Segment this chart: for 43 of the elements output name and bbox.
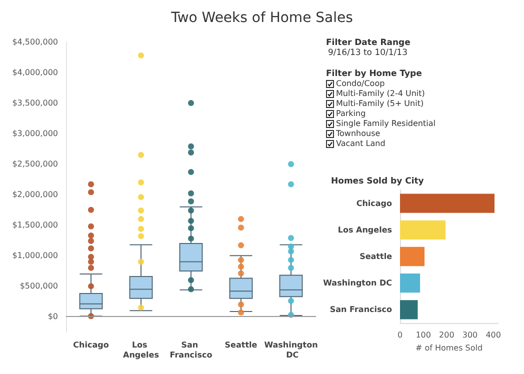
text: Condo/Coop — [336, 79, 385, 89]
text: Filter by Home Type — [326, 69, 423, 79]
x-tick-label: Los Angeles — [123, 340, 160, 360]
y-tick-label: San Francisco — [330, 305, 392, 314]
x-tick-label: Seattle — [224, 340, 258, 350]
y-tick-label: $1,500,000 — [12, 220, 58, 230]
text: Filter Date Range — [326, 38, 412, 48]
chart-title: Homes Sold by City — [331, 176, 424, 186]
x-tick-label: 200 — [439, 330, 454, 340]
x-tick-label: Washington DC — [264, 340, 318, 360]
y-tick-label: $4,000,000 — [12, 68, 58, 78]
bar — [400, 194, 494, 213]
y-tick-label: Seattle — [360, 252, 393, 261]
bar — [400, 300, 418, 320]
y-tick-label: Chicago — [356, 198, 393, 208]
x-tick-label: 300 — [462, 330, 478, 340]
text: Townhouse — [336, 129, 380, 139]
y-tick-label: $3,500,000 — [12, 98, 58, 108]
x-tick-label: 0 — [397, 330, 403, 340]
bar — [400, 246, 424, 266]
y-tick-label: $500,000 — [20, 282, 58, 291]
y-tick-label: $2,000,000 — [12, 190, 58, 200]
bar — [400, 220, 446, 240]
y-tick-label: $2,500,000 — [12, 160, 58, 169]
x-tick-label: San Francisco — [170, 340, 213, 360]
y-tick-label: $1,000,000 — [12, 251, 58, 260]
y-tick-label: $4,500,000 — [12, 38, 58, 46]
y-tick-label: Washington DC — [323, 278, 392, 288]
x-tick-label: Chicago — [73, 340, 110, 350]
x-tick-label: 100 — [416, 330, 431, 340]
text: Single Family Residential — [336, 119, 436, 129]
x-axis-title: # of Homes Sold — [415, 343, 483, 352]
text: Multi-Family (5+ Unit) — [336, 99, 424, 109]
text: 9/16/13 to 10/1/13 — [327, 48, 408, 58]
text: Multi-Family (2-4 Unit) — [336, 89, 425, 99]
y-tick-label: $0 — [48, 312, 58, 322]
y-tick-label: $3,000,000 — [12, 129, 58, 138]
text: Parking — [336, 109, 366, 119]
bar — [400, 274, 420, 293]
text: Vacant Land — [336, 139, 386, 149]
y-tick-label: Los Angeles — [338, 225, 392, 234]
chart-title: Two Weeks of Home Sales — [170, 10, 353, 26]
x-tick-label: 400 — [486, 330, 501, 340]
